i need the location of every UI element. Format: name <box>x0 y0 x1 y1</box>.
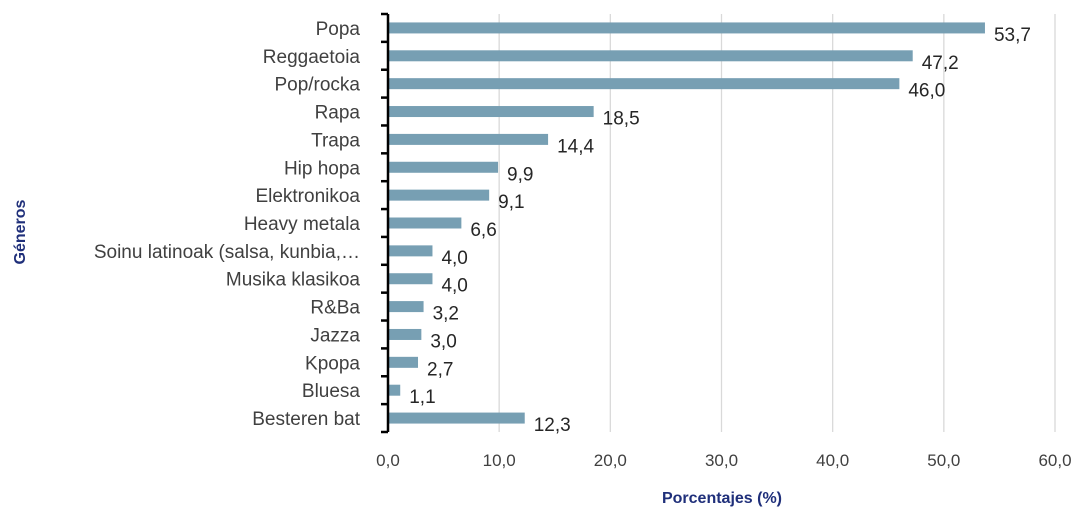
bar <box>388 189 490 201</box>
data-label: 14,4 <box>557 136 594 157</box>
x-tick-label: 40,0 <box>816 451 849 470</box>
bar <box>388 245 433 257</box>
y-axis-title: Géneros <box>12 199 29 264</box>
x-tick-label: 0,0 <box>376 451 400 470</box>
x-tick-label: 60,0 <box>1038 451 1071 470</box>
data-label: 6,6 <box>470 220 496 241</box>
data-label: 53,7 <box>994 25 1031 46</box>
bar <box>388 161 499 173</box>
bar <box>388 50 913 62</box>
data-label: 3,0 <box>430 331 456 352</box>
bar <box>388 356 419 368</box>
bars <box>388 22 985 424</box>
data-label: 4,0 <box>441 248 467 269</box>
gridlines <box>498 14 1056 432</box>
data-label: 3,2 <box>433 304 459 325</box>
category-label: Elektronikoa <box>255 186 360 207</box>
category-label: Reggaetoia <box>263 47 361 68</box>
data-label: 2,7 <box>427 359 453 380</box>
category-label: Soinu latinoak (salsa, kunbia,… <box>94 242 360 263</box>
x-tick-label: 30,0 <box>705 451 738 470</box>
category-label: Besteren bat <box>252 409 360 430</box>
category-label: Trapa <box>311 130 360 151</box>
bar <box>388 412 525 424</box>
data-label: 4,0 <box>441 276 467 297</box>
category-label: Rapa <box>315 103 361 124</box>
bar <box>388 106 594 118</box>
category-label: Jazza <box>310 325 360 346</box>
category-label: R&Ba <box>310 298 360 319</box>
category-label: Pop/rocka <box>274 75 360 96</box>
data-label: 47,2 <box>922 53 959 74</box>
data-label: 1,1 <box>409 387 435 408</box>
data-label: 9,9 <box>507 164 533 185</box>
y-axis <box>381 12 390 434</box>
category-labels: Popa Reggaetoia Pop/rocka Rapa Trapa Hip hopa… <box>94 19 361 430</box>
category-label: Popa <box>316 19 361 40</box>
bar <box>388 301 424 313</box>
bar <box>388 384 401 396</box>
bar <box>388 328 422 340</box>
bar <box>388 78 900 90</box>
bar <box>388 273 433 285</box>
x-tick-label: 20,0 <box>594 451 627 470</box>
data-label: 46,0 <box>908 81 945 102</box>
bar <box>388 217 462 229</box>
value-labels: 53,747,246,018,514,49,99,16,64,04,03,23,… <box>409 25 1031 436</box>
x-tick-labels: 0,0 10,0 20,0 30,0 40,0 50,0 60,0 <box>376 451 1071 470</box>
category-label: Musika klasikoa <box>226 270 361 291</box>
category-label: Heavy metala <box>244 214 361 235</box>
data-label: 18,5 <box>603 109 640 130</box>
x-tick-label: 10,0 <box>483 451 516 470</box>
x-axis-title: Porcentajes (%) <box>662 490 782 507</box>
bar <box>388 22 985 34</box>
data-label: 9,1 <box>498 192 524 213</box>
category-label: Kpopa <box>305 353 360 374</box>
category-label: Hip hopa <box>284 158 360 179</box>
x-tick-label: 50,0 <box>927 451 960 470</box>
category-label: Bluesa <box>302 381 361 402</box>
bar <box>388 133 549 145</box>
data-label: 12,3 <box>534 415 571 436</box>
